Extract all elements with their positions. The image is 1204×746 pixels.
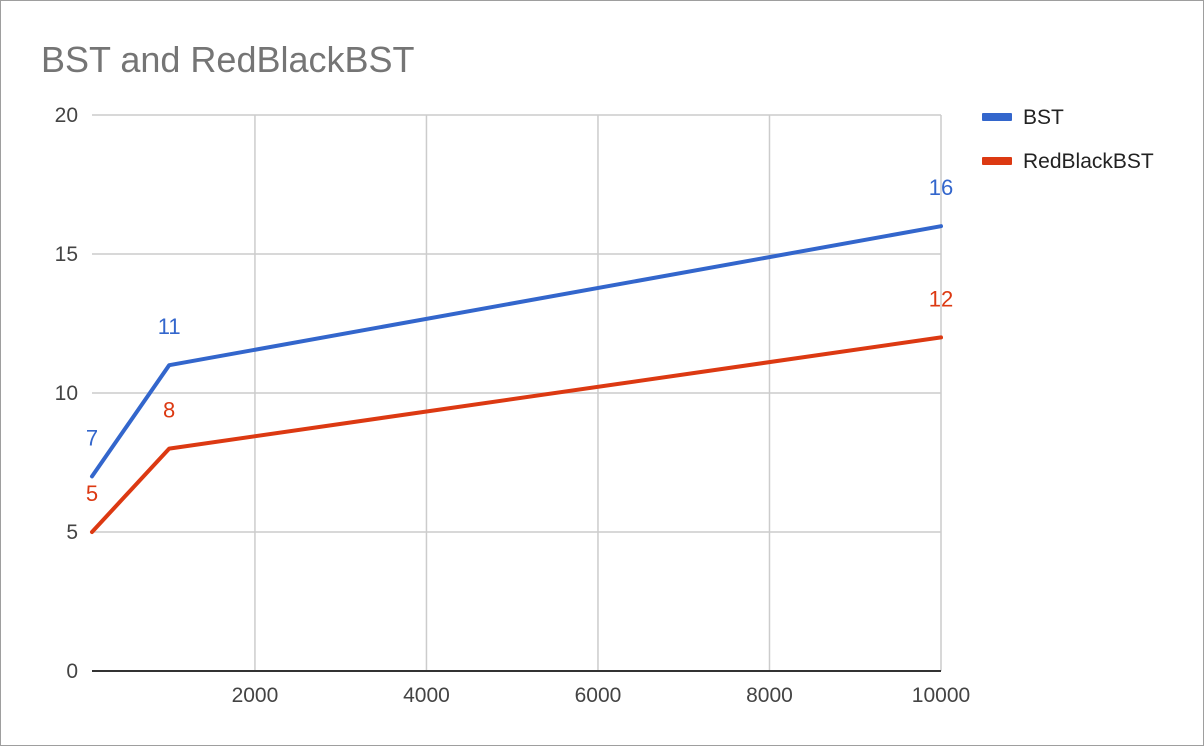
- y-tick-label: 10: [55, 382, 78, 405]
- x-tick-label: 4000: [403, 684, 450, 707]
- y-tick-label: 5: [66, 521, 78, 544]
- legend-swatch: [982, 157, 1012, 165]
- axes: 0 5 10 15 20 2000 4000 6000 8000 10000: [55, 104, 971, 707]
- chart-title: BST and RedBlackBST: [41, 39, 415, 80]
- series-line-bst: [90, 224, 943, 479]
- data-labels: 7 11 16 5 8 12: [86, 175, 953, 506]
- data-label: 11: [158, 314, 181, 339]
- data-label: 8: [163, 398, 175, 423]
- data-label: 12: [929, 286, 953, 311]
- legend-label: BST: [1023, 106, 1064, 129]
- x-tick-label: 10000: [912, 684, 970, 707]
- y-tick-label: 15: [55, 243, 78, 266]
- series-lines: [90, 224, 943, 534]
- series-line-redblackbst: [90, 335, 943, 534]
- legend: BST RedBlackBST: [982, 106, 1154, 173]
- y-tick-label: 0: [66, 660, 78, 683]
- legend-swatch: [982, 113, 1012, 121]
- x-tick-label: 2000: [232, 684, 279, 707]
- data-label: 5: [86, 481, 98, 506]
- data-label: 7: [86, 425, 98, 450]
- grid: [92, 114, 942, 671]
- x-tick-label: 6000: [575, 684, 622, 707]
- x-tick-label: 8000: [746, 684, 793, 707]
- data-label: 16: [929, 175, 953, 200]
- legend-label: RedBlackBST: [1023, 150, 1154, 173]
- y-tick-label: 20: [55, 104, 78, 127]
